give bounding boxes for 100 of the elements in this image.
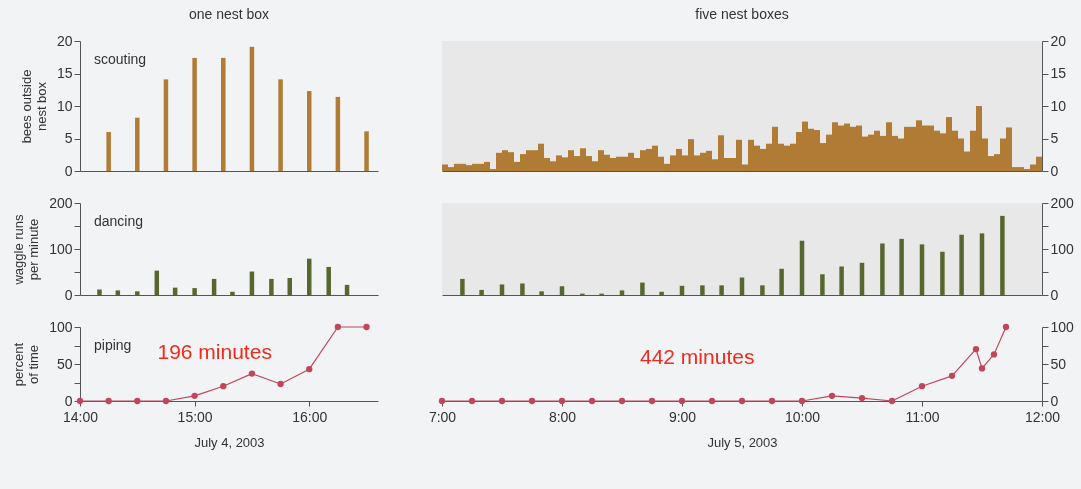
point [828, 392, 836, 399]
y-tick-label: 0 [1050, 286, 1059, 303]
x-axis-title: July 4, 2003 [194, 434, 265, 450]
point [191, 392, 198, 399]
point [558, 397, 566, 405]
x-tick-label: 11:00 [905, 408, 940, 425]
y-axis-title: bees outside nest box [18, 69, 49, 144]
y-tick-label: 100 [1050, 318, 1075, 335]
y-tick-label: 50 [56, 355, 73, 372]
annotation: 196 minutes [157, 339, 272, 363]
bar [820, 274, 825, 295]
point [468, 397, 476, 405]
x-tick-label: 8:00 [548, 408, 577, 425]
y-tick-label: 5 [1050, 130, 1059, 146]
bar [959, 234, 964, 295]
point [220, 383, 227, 390]
bar [97, 289, 102, 295]
x-tick-label: 16:00 [292, 408, 328, 425]
bar [192, 57, 197, 171]
point [888, 397, 896, 405]
x-tick-label: 9:00 [668, 408, 697, 425]
bar [460, 278, 465, 295]
bar [1000, 215, 1005, 295]
bar [479, 289, 484, 295]
chart-title: five nest boxes [695, 6, 789, 22]
x-tick-label: 10:00 [784, 408, 821, 425]
x-axis-title: July 5, 2003 [707, 434, 778, 450]
bar [499, 284, 505, 295]
y-tick-label: 50 [1050, 355, 1067, 372]
point [588, 397, 596, 405]
annotation: dancing [94, 213, 144, 229]
y-tick-label: 100 [49, 240, 73, 257]
point [363, 323, 370, 331]
y-tick-label: 0 [64, 286, 73, 303]
y-tick-label: 0 [64, 162, 73, 179]
point [708, 397, 716, 405]
bar [779, 268, 784, 295]
y-tick-label: 0 [1050, 162, 1059, 179]
bar [559, 286, 565, 295]
bar [640, 282, 645, 295]
point [678, 397, 686, 405]
point [918, 383, 926, 390]
bar [135, 117, 140, 171]
y-tick-label: 10 [1050, 97, 1067, 114]
y-tick-label: 100 [49, 318, 73, 335]
bar [940, 251, 945, 295]
point [648, 397, 656, 405]
chart-title: one nest box [188, 6, 270, 22]
point [498, 397, 506, 405]
bar [230, 291, 235, 295]
y-tick-label: 20 [56, 32, 73, 49]
point [105, 397, 112, 405]
point [990, 351, 998, 358]
bar [192, 288, 197, 295]
y-tick-label: 0 [64, 392, 73, 409]
x-tick-label: 12:00 [1024, 408, 1061, 425]
point [1002, 323, 1010, 331]
point [277, 380, 284, 388]
point [618, 397, 626, 405]
y-axis-title: percent of time [11, 342, 42, 387]
y-tick-label: 200 [1050, 194, 1075, 211]
bar [269, 278, 274, 295]
annotation: scouting [94, 51, 147, 67]
annotation: piping [94, 337, 132, 353]
bar [760, 285, 765, 295]
bar [659, 291, 664, 295]
y-tick-label: 20 [1050, 32, 1067, 49]
bar [221, 57, 226, 171]
y-tick-label: 15 [1050, 65, 1067, 81]
bar [278, 79, 283, 171]
bar [135, 291, 140, 295]
bar [880, 243, 885, 295]
bar [287, 277, 292, 295]
x-tick-label: 15:00 [177, 408, 213, 425]
bar [899, 238, 904, 295]
y-tick-label: 10 [56, 97, 73, 114]
y-tick-label: 0 [1050, 392, 1059, 409]
point [306, 366, 313, 373]
y-axis-title: waggle runs per minute [11, 213, 42, 286]
point [334, 323, 342, 331]
x-tick-label: 7:00 [428, 408, 457, 425]
point [978, 365, 986, 372]
point [248, 370, 256, 377]
y-tick-label: 15 [56, 65, 73, 81]
bar [619, 290, 625, 295]
bar [520, 283, 525, 295]
point [768, 397, 776, 405]
bar [106, 132, 111, 171]
x-tick-label: 14:00 [62, 408, 99, 425]
y-tick-label: 100 [1050, 240, 1075, 257]
point [134, 397, 141, 405]
point [738, 397, 746, 405]
y-tick-label: 200 [49, 194, 73, 211]
bar [326, 266, 331, 295]
bar [979, 233, 985, 295]
bar [700, 285, 705, 295]
point [528, 397, 536, 405]
annotation: 442 minutes [640, 345, 755, 369]
bar [115, 290, 121, 295]
point [798, 397, 806, 405]
